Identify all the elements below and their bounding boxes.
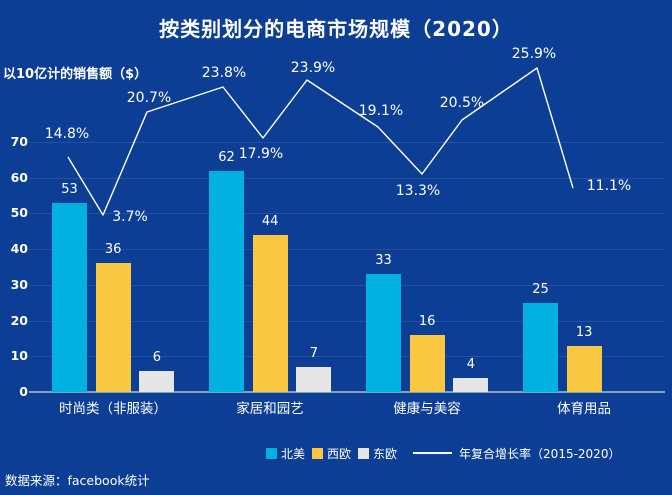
gridline-70 (29, 142, 665, 144)
legend-chip-icon (312, 447, 324, 459)
legend: 北美 西欧 东欧 年复合增长率（2015-2020） (266, 445, 620, 461)
legend-item-北美: 北美 (266, 445, 305, 462)
y-tick-label: 60 (10, 169, 28, 185)
bar-value-label: 53 (61, 181, 78, 197)
gridline-40 (29, 249, 665, 251)
legend-item-label: 西欧 (327, 446, 352, 461)
y-tick-label: 50 (10, 205, 28, 221)
gridline-60 (29, 177, 665, 179)
legend-line-sample-icon (413, 452, 453, 454)
x-axis-line (29, 391, 665, 393)
legend-chip-icon (266, 447, 277, 459)
cagr-point-label: 23.8% (201, 65, 247, 81)
chart-title: 按类别划分的电商市场规模（2020） (159, 17, 513, 41)
bar-西欧-体育用品 (566, 345, 602, 392)
bar-东欧-健康与美容 (453, 377, 489, 392)
bar-value-label: 6 (152, 349, 162, 365)
y-tick-label: 0 (19, 384, 28, 399)
gridline-10 (29, 356, 665, 358)
y-tick-label: 70 (10, 134, 28, 150)
category-label: 健康与美容 (393, 401, 461, 417)
legend-item-西欧: 西欧 (312, 445, 351, 462)
source-note: 数据来源：facebook统计 (5, 473, 150, 488)
bar-西欧-家居和园艺 (252, 234, 288, 392)
cagr-point-label: 19.1% (358, 103, 404, 119)
gridline-30 (29, 284, 665, 286)
category-label: 体育用品 (557, 401, 611, 417)
legend-chip-icon (358, 447, 370, 459)
bar-东欧-时尚类（非服装） (139, 370, 175, 392)
legend-item-label: 北美 (281, 446, 306, 461)
bar-value-label: 16 (418, 313, 436, 329)
bar-北美-体育用品 (523, 302, 558, 392)
category-label: 时尚类（非服装） (59, 401, 167, 417)
gridline-20 (29, 320, 665, 322)
y-tick-label: 20 (10, 312, 28, 328)
bar-value-label: 7 (309, 346, 319, 361)
cagr-point-label: 13.3% (395, 183, 441, 199)
legend-item-东欧: 东欧 (358, 445, 397, 462)
bar-北美-时尚类（非服装） (52, 202, 87, 392)
cagr-point-label: 20.7% (126, 90, 172, 106)
cagr-point-label: 17.9% (238, 146, 284, 162)
bar-value-label: 4 (466, 356, 476, 372)
y-tick-label: 10 (10, 348, 28, 364)
bar-北美-家居和园艺 (209, 170, 244, 392)
cagr-point-label: 20.5% (439, 95, 485, 111)
cagr-point-label: 25.9% (511, 46, 557, 62)
bar-北美-健康与美容 (366, 274, 401, 392)
bar-东欧-家居和园艺 (296, 367, 332, 392)
cagr-point-label: 3.7% (112, 209, 148, 225)
y-tick-label: 40 (10, 241, 28, 257)
bar-value-label: 44 (261, 213, 279, 229)
legend-item-label: 东欧 (373, 446, 398, 461)
cagr-point-label: 11.1% (586, 178, 632, 194)
category-label: 家居和园艺 (236, 401, 304, 417)
y-tick-label: 30 (10, 276, 28, 292)
bar-value-label: 33 (375, 253, 392, 269)
cagr-point-label: 14.8% (44, 126, 90, 142)
cagr-point-label: 23.9% (290, 60, 336, 76)
bar-value-label: 13 (575, 324, 593, 340)
bar-西欧-健康与美容 (409, 334, 445, 392)
bar-value-label: 25 (532, 281, 549, 297)
legend-line-label: 年复合增长率（2015-2020） (459, 446, 621, 461)
bar-西欧-时尚类（非服装） (95, 263, 131, 392)
bar-value-label: 36 (104, 242, 122, 258)
